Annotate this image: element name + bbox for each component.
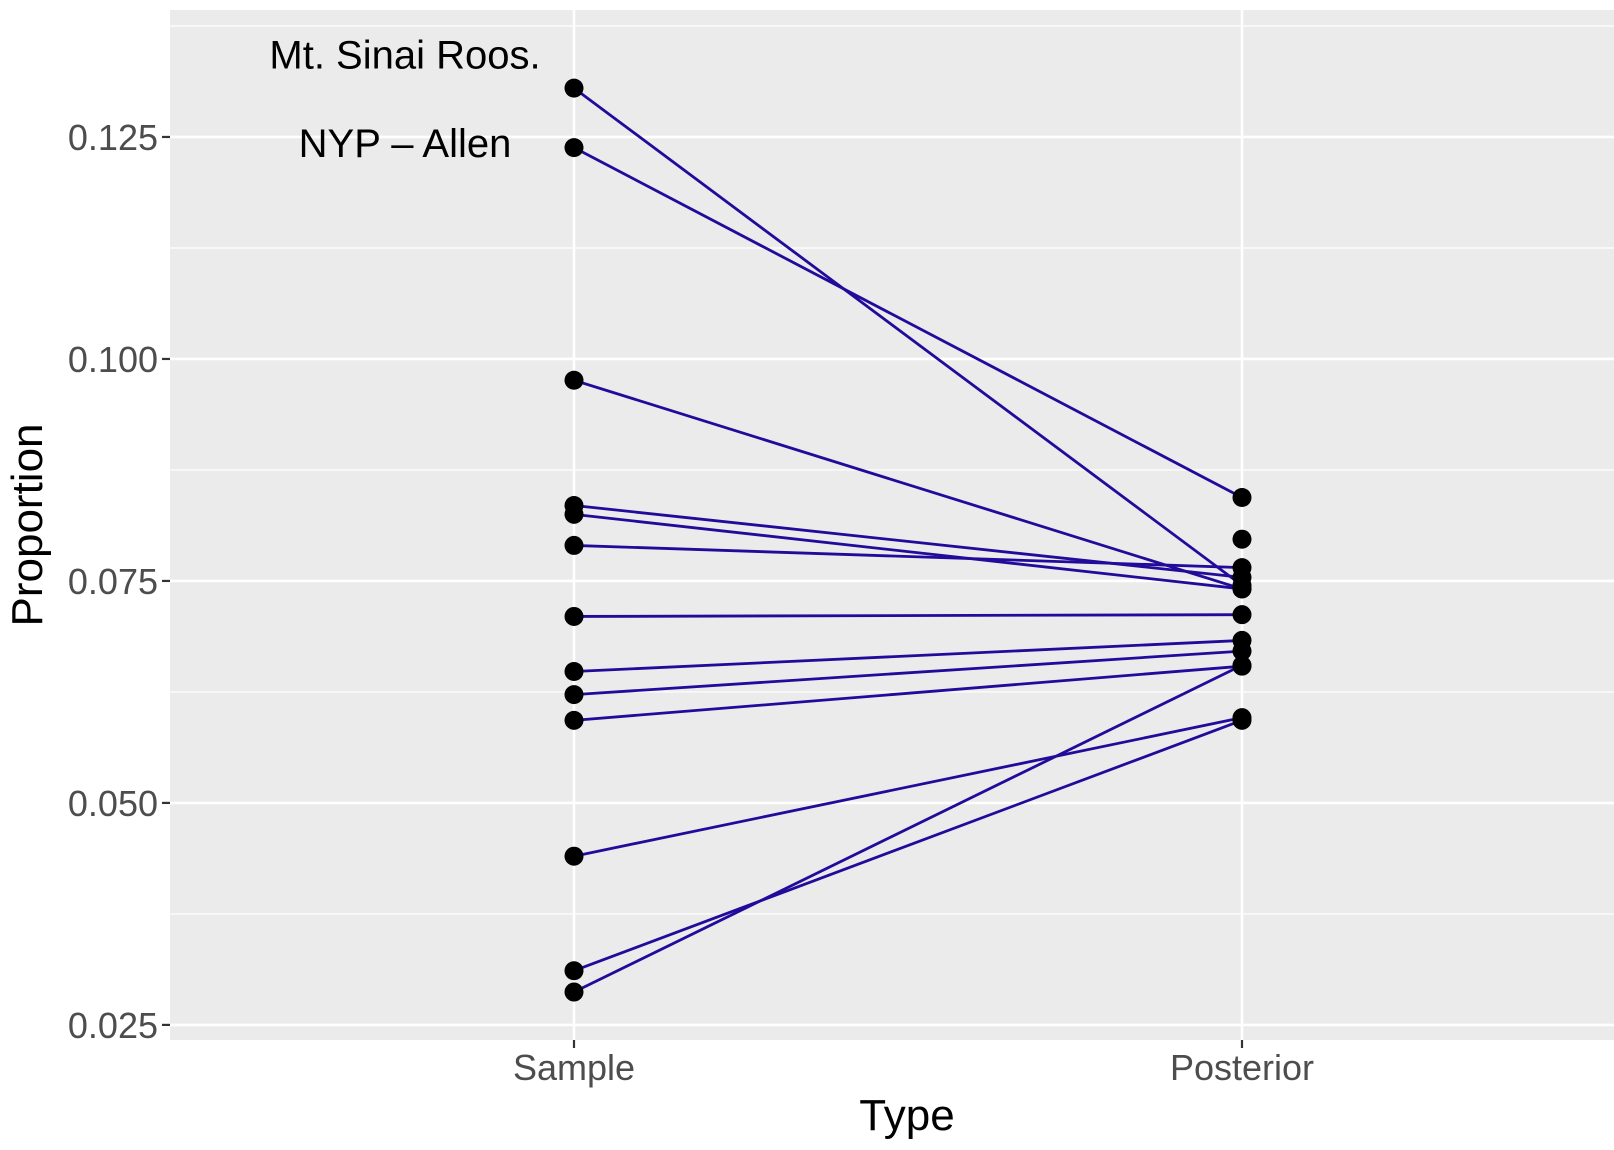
sample-point — [564, 662, 584, 682]
series-line — [573, 87, 1243, 587]
series-line — [573, 664, 1243, 722]
posterior-point — [1232, 558, 1252, 578]
posterior-point — [1232, 579, 1252, 599]
grid-major — [170, 10, 1614, 1040]
series-line — [573, 719, 1243, 973]
series-line — [573, 378, 1243, 591]
axis-ticks — [162, 135, 1244, 1048]
sample-point — [564, 710, 584, 730]
y-tick-label: 0.125 — [68, 117, 158, 158]
series-line — [573, 544, 1243, 570]
x-axis-title: Type — [859, 1091, 954, 1140]
posterior-point — [1232, 641, 1252, 661]
series-line — [573, 664, 1243, 994]
posterior-point — [1232, 605, 1252, 625]
y-tick-label: 0.050 — [68, 783, 158, 824]
x-tick-label: Posterior — [1170, 1047, 1314, 1088]
posterior-point — [1232, 710, 1252, 730]
sample-point — [564, 961, 584, 981]
series-points — [564, 78, 1252, 1002]
series-line — [573, 649, 1243, 696]
sample-point — [564, 504, 584, 524]
sample-point — [564, 606, 584, 626]
sample-point — [564, 685, 584, 705]
axis-tick-labels: 0.025 0.050 0.075 0.100 0.125 Sample Posterior — [68, 117, 1314, 1088]
posterior-point — [1232, 655, 1252, 675]
grid-minor — [170, 25, 1614, 915]
y-tick-label: 0.075 — [68, 561, 158, 602]
series-line — [573, 512, 1243, 591]
annotation-label: Mt. Sinai Roos. — [269, 33, 540, 77]
posterior-point — [1232, 487, 1252, 507]
annotation-label: NYP – Allen — [299, 122, 512, 166]
series-line — [573, 639, 1243, 673]
sample-point — [564, 535, 584, 555]
series-lines — [573, 87, 1243, 994]
y-tick-label: 0.025 — [68, 1005, 158, 1046]
sample-point — [564, 138, 584, 158]
sample-point — [564, 78, 584, 98]
sample-point — [564, 846, 584, 866]
x-tick-label: Sample — [513, 1047, 635, 1088]
series-line — [573, 613, 1243, 618]
series-line — [573, 504, 1243, 579]
annotations: Mt. Sinai Roos. NYP – Allen — [269, 33, 540, 166]
sample-point — [564, 982, 584, 1002]
sample-point — [564, 370, 584, 390]
y-tick-label: 0.100 — [68, 339, 158, 380]
series-line — [573, 146, 1243, 499]
posterior-point — [1232, 529, 1252, 549]
series-line — [573, 716, 1243, 858]
y-axis-title: Proportion — [3, 423, 52, 626]
plot-panel — [170, 10, 1614, 1040]
